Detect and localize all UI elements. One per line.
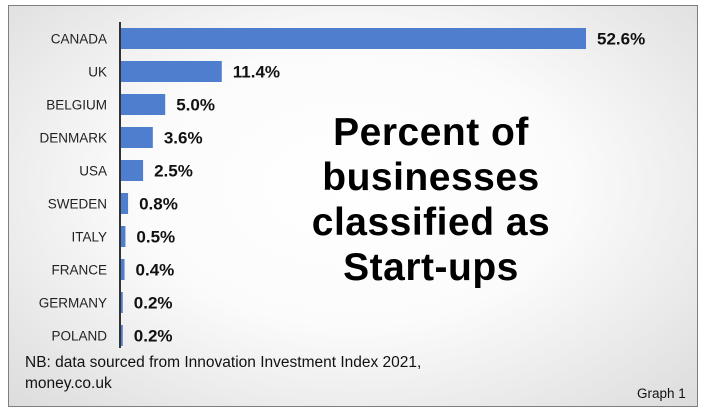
chart-title: Percent of businesses classified as Star… bbox=[311, 111, 551, 289]
bar-poland bbox=[121, 325, 123, 346]
value-label-poland: 0.2% bbox=[134, 327, 173, 346]
source-footnote: NB: data sourced from Innovation Investm… bbox=[25, 354, 422, 392]
value-label-canada: 52.6% bbox=[597, 30, 645, 49]
bar-sweden bbox=[121, 193, 129, 214]
category-label-france: FRANCE bbox=[51, 263, 107, 278]
bar-denmark bbox=[121, 127, 153, 148]
bar-france bbox=[121, 259, 125, 280]
bar-germany bbox=[121, 292, 123, 313]
graph-number-label: Graph 1 bbox=[637, 386, 686, 401]
category-label-poland: POLAND bbox=[51, 329, 107, 344]
value-label-germany: 0.2% bbox=[134, 294, 173, 313]
category-label-canada: CANADA bbox=[51, 32, 107, 47]
value-label-sweden: 0.8% bbox=[139, 195, 178, 214]
value-label-usa: 2.5% bbox=[154, 162, 193, 181]
bar-chart: CANADA 52.6% UK 11.4% BELGIUM 5.0% DENMARK 3.6%… bbox=[39, 22, 645, 348]
bar-uk bbox=[121, 61, 222, 82]
value-label-denmark: 3.6% bbox=[164, 129, 203, 148]
category-label-germany: GERMANY bbox=[39, 296, 107, 311]
category-label-belgium: BELGIUM bbox=[46, 98, 107, 113]
bar-canada bbox=[121, 28, 586, 49]
bar-belgium bbox=[121, 94, 166, 115]
category-label-italy: ITALY bbox=[71, 230, 107, 245]
category-label-denmark: DENMARK bbox=[39, 131, 107, 146]
category-label-uk: UK bbox=[88, 65, 107, 80]
bars-layer: CANADA 52.6% UK 11.4% BELGIUM 5.0% DENMARK 3.6%… bbox=[39, 28, 645, 346]
bar-italy bbox=[121, 226, 126, 247]
category-label-usa: USA bbox=[79, 164, 107, 179]
bar-usa bbox=[121, 160, 144, 181]
value-label-uk: 11.4% bbox=[233, 63, 280, 82]
category-label-sweden: SWEDEN bbox=[48, 197, 107, 212]
value-label-belgium: 5.0% bbox=[176, 96, 215, 115]
value-label-france: 0.4% bbox=[136, 261, 175, 280]
chart-frame: CANADA 52.6% UK 11.4% BELGIUM 5.0% DENMARK 3.6%… bbox=[8, 5, 698, 407]
value-label-italy: 0.5% bbox=[136, 228, 175, 247]
